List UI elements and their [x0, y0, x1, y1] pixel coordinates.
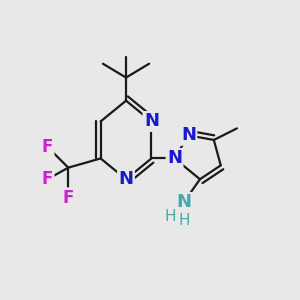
Text: F: F — [63, 189, 74, 207]
Text: N: N — [181, 126, 196, 144]
Text: N: N — [176, 193, 191, 211]
Text: F: F — [42, 170, 53, 188]
Text: F: F — [42, 138, 53, 156]
Text: N: N — [167, 149, 182, 167]
Text: H: H — [178, 213, 190, 228]
Text: H: H — [164, 209, 176, 224]
Text: N: N — [144, 112, 159, 130]
Text: N: N — [118, 170, 134, 188]
